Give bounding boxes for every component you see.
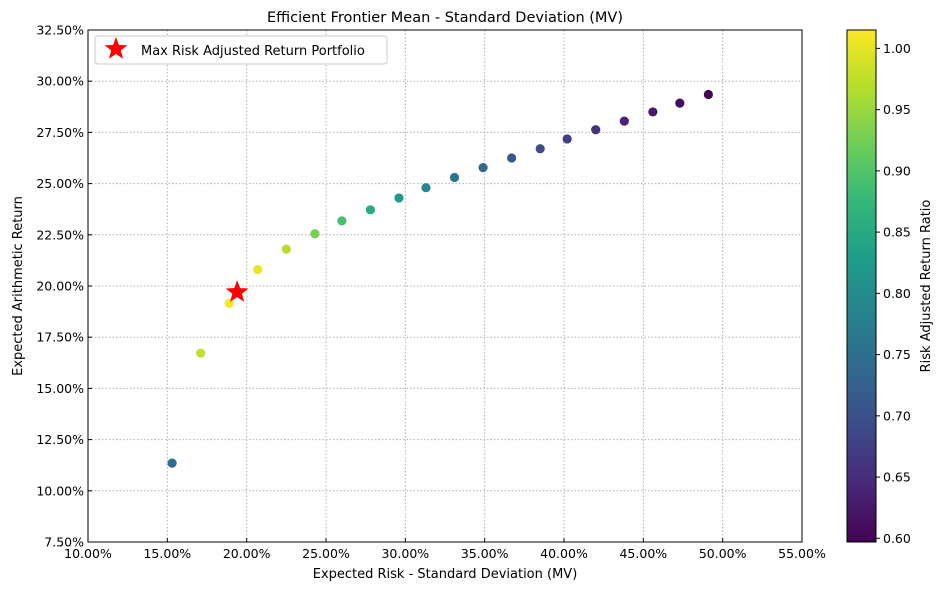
y-tick-label: 25.00% (36, 176, 84, 191)
x-tick-label: 55.00% (778, 546, 826, 561)
colorbar-ticks: 0.60 0.65 0.70 0.75 0.80 0.85 0.90 0.95 1.00 (876, 41, 911, 546)
x-tick-label: 20.00% (223, 546, 271, 561)
colorbar-gradient (847, 30, 876, 542)
x-tick-label: 30.00% (381, 546, 429, 561)
y-tick-label: 27.50% (36, 125, 84, 140)
colorbar-tick-label: 0.90 (883, 163, 911, 178)
x-tick-label: 40.00% (540, 546, 588, 561)
colorbar-tick-label: 0.60 (883, 531, 911, 546)
scatter-point (253, 265, 263, 275)
y-tick-label: 32.50% (36, 23, 84, 38)
max-sharpe-star (225, 280, 249, 302)
x-tick-label: 25.00% (302, 546, 350, 561)
colorbar-tick-label: 0.70 (883, 408, 911, 423)
y-tick-label: 7.50% (44, 535, 84, 550)
y-tick-label: 20.00% (36, 279, 84, 294)
scatter-point (703, 89, 713, 100)
y-tick-label: 15.00% (36, 381, 84, 396)
legend: Max Risk Adjusted Return Portfolio (94, 35, 388, 65)
x-tick-label: 10.00% (64, 546, 112, 561)
x-tick-label: 15.00% (143, 546, 191, 561)
scatter-point (167, 458, 177, 468)
scatter-point (562, 134, 572, 144)
colorbar-tick-label: 0.85 (883, 225, 911, 240)
y-tick-label: 12.50% (36, 432, 84, 447)
scatter-point (619, 116, 629, 126)
scatter-point (421, 183, 431, 193)
legend-star-marker (104, 37, 128, 59)
colorbar-tick-label: 0.65 (883, 470, 911, 485)
y-tick-label: 17.50% (36, 330, 84, 345)
scatter-point (394, 193, 404, 203)
colorbar-tick-label: 1.00 (883, 41, 911, 56)
scatter-point (507, 153, 517, 163)
x-axis-label: Expected Risk - Standard Deviation (MV) (313, 567, 578, 582)
legend-box (94, 35, 388, 65)
scatter-point (310, 229, 320, 239)
scatter-point (648, 107, 658, 117)
y-tick-label: 22.50% (36, 227, 84, 242)
colorbar-tick-label: 0.80 (883, 286, 911, 301)
y-tick-label: 10.00% (36, 483, 84, 498)
x-tick-label: 35.00% (461, 546, 509, 561)
scatter-point (478, 163, 488, 173)
scatter-point (365, 205, 376, 215)
scatter-point (449, 172, 460, 183)
scatter-point (535, 144, 545, 154)
scatter-point (675, 98, 685, 108)
y-tick-label: 30.00% (36, 74, 84, 89)
scatter-point (591, 125, 601, 135)
legend-star-icon (104, 37, 128, 59)
scatter-point (224, 298, 234, 309)
x-tick-label: 50.00% (699, 546, 747, 561)
colorbar: 0.60 0.65 0.70 0.75 0.80 0.85 0.90 0.95 1.00 Ris… (846, 29, 934, 546)
grid-lines (87, 29, 803, 543)
colorbar-tick-label: 0.95 (883, 102, 911, 117)
highlight-layer (225, 280, 249, 302)
x-tick-label: 45.00% (619, 546, 667, 561)
scatter-points (167, 89, 713, 468)
legend-label: Max Risk Adjusted Return Portfolio (141, 44, 365, 59)
axis-ticks: 10.00% 15.00% 20.00% 25.00% 30.00% 35.00% 40.0… (36, 23, 826, 562)
scatter-point (337, 216, 347, 226)
scatter-point (196, 348, 206, 358)
colorbar-frame (846, 29, 877, 543)
y-axis-label: Expected Arithmetic Return (11, 196, 26, 376)
colorbar-label: Risk Adjusted Return Ratio (919, 200, 934, 373)
colorbar-tick-label: 0.75 (883, 347, 911, 362)
chart-title: Efficient Frontier Mean - Standard Devia… (267, 10, 623, 26)
scatter-point (281, 244, 291, 254)
